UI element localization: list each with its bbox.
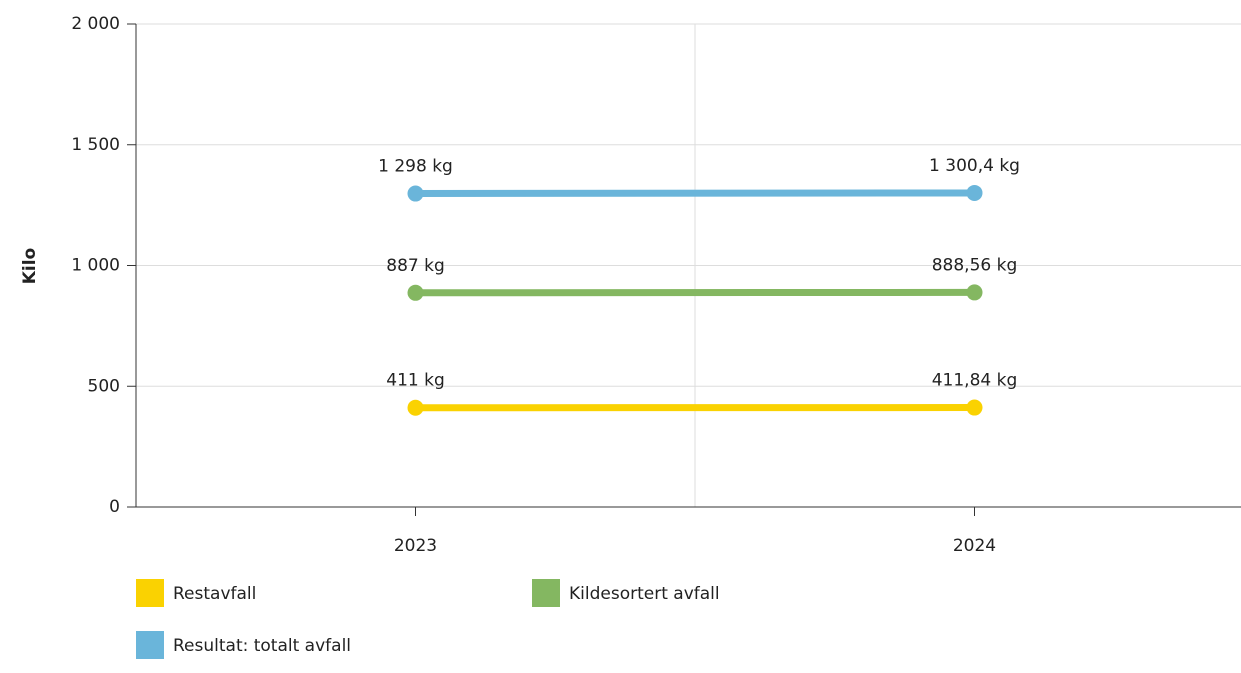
y-tick-label: 1 500 [71,135,120,155]
y-tick-label: 2 000 [71,14,120,34]
y-axis-label: Kilo [20,248,40,285]
series-line [415,189,975,198]
legend-label: Resultat: totalt avfall [173,636,351,656]
legend-label: Kildesortert avfall [569,584,720,604]
point [407,185,424,202]
legend-swatch [136,631,164,659]
point [966,184,983,201]
legend-swatch [532,579,560,607]
data-label: 888,56 kg [932,255,1018,275]
point [407,399,424,416]
y-tick-label: 500 [88,376,120,396]
y-tick-label: 0 [109,497,120,517]
x-tick-label: 2023 [394,536,437,556]
y-tick-label: 1 000 [71,256,120,276]
point [966,284,983,301]
point [966,399,983,416]
data-label: 1 298 kg [378,157,453,177]
data-label: 1 300,4 kg [929,156,1020,176]
legend-label: Restavfall [173,584,256,604]
x-tick-label: 2024 [953,536,996,556]
data-label: 411,84 kg [932,371,1018,391]
data-label: 887 kg [386,256,445,276]
legend-swatch [136,579,164,607]
point [407,284,424,301]
data-label: 411 kg [386,371,445,391]
